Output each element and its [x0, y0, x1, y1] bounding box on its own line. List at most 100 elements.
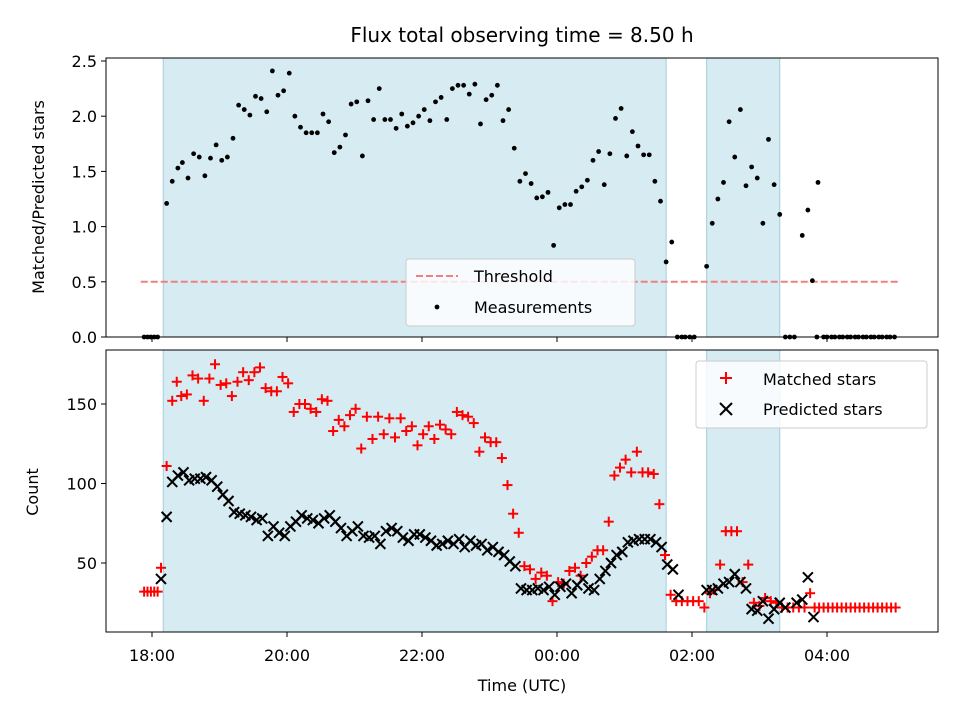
matched-star-point [373, 411, 384, 422]
measurement-point [219, 157, 225, 163]
cross-marker-b [335, 522, 347, 534]
matched-star-point [215, 379, 226, 390]
matched-star-point [463, 411, 474, 422]
cross-marker-b [723, 576, 735, 588]
measurement-point [506, 107, 512, 112]
cross-marker-b [774, 597, 786, 609]
observing-window-band [163, 350, 667, 632]
matched-star-point [446, 429, 457, 440]
measurement-point [253, 93, 258, 99]
measurement-point [449, 86, 455, 91]
predicted-star-point [599, 565, 612, 577]
measurement-point [500, 118, 506, 124]
legend-matched-label: Matched stars [763, 370, 876, 389]
measurement-point [523, 171, 528, 177]
matched-star-point [401, 426, 412, 437]
y-tick-label: 50 [77, 554, 97, 573]
matched-star-point [648, 468, 659, 479]
measurement-point [399, 111, 405, 117]
measurement-point [528, 181, 534, 186]
predicted-star-point [155, 573, 167, 585]
cross-marker-b [245, 511, 257, 523]
cross-marker-b [796, 593, 808, 606]
measurement-point [539, 194, 545, 200]
predicted-star-point [307, 514, 319, 526]
matched-star-point [519, 561, 530, 572]
matched-star-point [693, 596, 704, 607]
cross-marker-b [672, 589, 685, 601]
matched-star-point [152, 586, 163, 597]
cross-marker-b [560, 577, 572, 590]
legend-predicted-label: Predicted stars [763, 400, 883, 419]
measurement-point [584, 177, 590, 183]
matched-star-point [480, 432, 490, 443]
matched-star-point [513, 527, 524, 538]
measurement-point [455, 82, 461, 88]
matched-star-point [732, 526, 742, 537]
x-tick-label: 00:00 [534, 646, 580, 665]
matched-star-point [423, 421, 434, 432]
legend-measurements-label: Measurements [474, 298, 592, 317]
measurement-point [556, 205, 562, 211]
measurement-point [213, 142, 219, 148]
measurement-point [590, 157, 596, 163]
predicted-star-point [509, 560, 522, 572]
bottom-axes-frame [105, 349, 939, 633]
matched-star-point [743, 559, 754, 570]
y-tick-label: 100 [66, 475, 97, 494]
matched-star-point [631, 446, 642, 457]
measurement-point [202, 173, 208, 179]
measurement-point [179, 160, 185, 165]
measurement-point [601, 182, 607, 188]
measurement-point [331, 150, 337, 156]
cross-marker-b [532, 582, 544, 595]
measurement-point [354, 99, 360, 105]
cross-marker-b [205, 474, 218, 487]
cross-marker-b [667, 563, 679, 576]
matched-star-point [333, 414, 344, 425]
matched-star-point [305, 403, 316, 414]
measurement-point [721, 180, 726, 185]
predicted-star-point [644, 533, 657, 545]
measurement-point [669, 239, 675, 245]
predicted-star-point [172, 469, 184, 482]
cross-marker-b [565, 587, 578, 599]
predicted-star-point [796, 593, 808, 606]
measurement-point [732, 154, 738, 160]
cross-marker-b [172, 469, 184, 482]
matched-star-point [339, 421, 350, 432]
matched-star-point [232, 376, 243, 387]
matched-star-point [654, 499, 665, 510]
predicted-star-point [565, 587, 578, 599]
matched-star-point [367, 433, 378, 444]
measurement-point [494, 82, 500, 88]
measurement-point [652, 178, 658, 184]
top-legend: Threshold Measurements [405, 258, 636, 327]
measurement-point [365, 98, 371, 104]
matched-star-point [502, 480, 513, 491]
cross-marker-b [318, 512, 330, 525]
predicted-star-point [740, 582, 752, 595]
cross-marker-b [802, 571, 814, 584]
measurement-point [337, 144, 343, 150]
measurement-point [754, 175, 760, 181]
bottom-x-ticks: 18:00 20:00 22:00 00:00 02:00 04:00 [129, 632, 850, 665]
x-tick-label: 02:00 [669, 646, 715, 665]
predicted-star-point [335, 522, 347, 534]
matched-star-point [171, 376, 182, 387]
matched-star-point [496, 453, 507, 464]
measurement-point [410, 120, 416, 126]
predicted-star-point [616, 546, 628, 558]
predicted-star-point [380, 525, 392, 537]
predicted-star-point [807, 611, 820, 623]
predicted-star-point [262, 530, 274, 542]
cross-marker-b [537, 584, 550, 596]
measurement-point [314, 130, 320, 136]
measurement-point [371, 117, 377, 122]
matched-star-point [615, 462, 625, 473]
measurement-point [551, 242, 557, 248]
top-ylabel: Matched/Predicted stars [29, 100, 48, 294]
measurement-point [427, 118, 433, 124]
measurement-point [382, 117, 388, 122]
predicted-star-point [672, 589, 685, 601]
